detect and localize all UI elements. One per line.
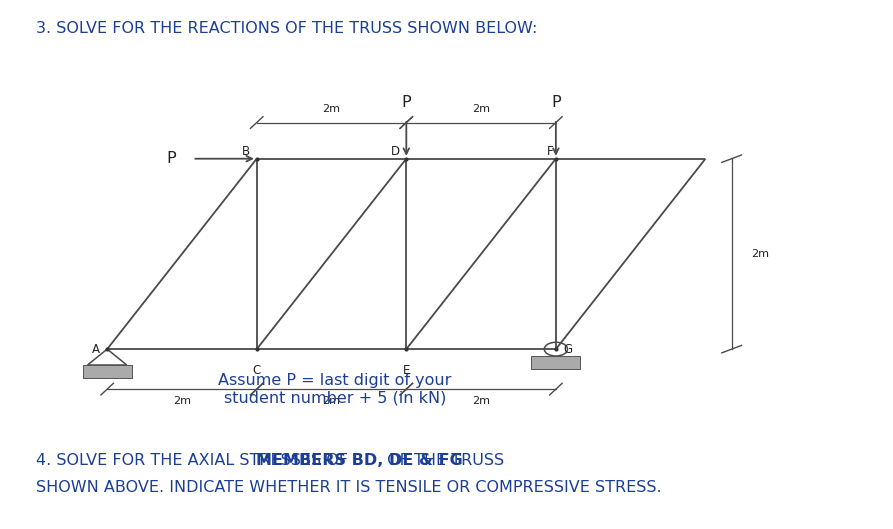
- Text: E: E: [403, 363, 410, 377]
- Text: 2m: 2m: [322, 396, 340, 406]
- Text: OF THE TRUSS: OF THE TRUSS: [382, 453, 504, 468]
- Text: 3. SOLVE FOR THE REACTIONS OF THE TRUSS SHOWN BELOW:: 3. SOLVE FOR THE REACTIONS OF THE TRUSS …: [36, 21, 537, 36]
- Text: B: B: [241, 144, 249, 158]
- Text: P: P: [167, 151, 176, 166]
- Text: Assume P = last digit of your
student number + 5 (in kN): Assume P = last digit of your student nu…: [218, 373, 452, 405]
- Text: 2m: 2m: [322, 104, 340, 114]
- Text: 4. SOLVE FOR THE AXIAL STRESSES OF: 4. SOLVE FOR THE AXIAL STRESSES OF: [36, 453, 353, 468]
- Text: P: P: [402, 95, 411, 110]
- Bar: [531, 356, 580, 369]
- Text: C: C: [253, 363, 261, 377]
- Text: A: A: [92, 343, 100, 355]
- Text: MEMBERS BD, DE & FG: MEMBERS BD, DE & FG: [256, 453, 463, 468]
- Text: G: G: [563, 343, 572, 355]
- Text: D: D: [390, 144, 400, 158]
- Bar: [82, 365, 131, 378]
- Text: SHOWN ABOVE. INDICATE WHETHER IT IS TENSILE OR COMPRESSIVE STRESS.: SHOWN ABOVE. INDICATE WHETHER IT IS TENS…: [36, 480, 662, 495]
- Text: 2m: 2m: [472, 396, 490, 406]
- Text: 2m: 2m: [173, 396, 191, 406]
- Text: 2m: 2m: [751, 249, 769, 259]
- Text: 2m: 2m: [472, 104, 490, 114]
- Text: F: F: [547, 144, 554, 158]
- Text: P: P: [551, 95, 561, 110]
